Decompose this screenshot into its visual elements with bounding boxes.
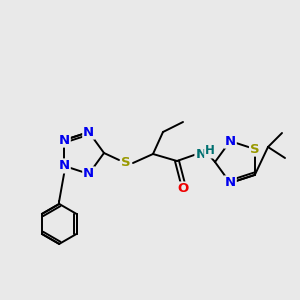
Text: N: N xyxy=(83,167,94,180)
Text: N: N xyxy=(58,134,70,147)
Text: S: S xyxy=(250,142,260,156)
Text: N: N xyxy=(83,126,94,139)
Text: S: S xyxy=(121,157,131,169)
Text: H: H xyxy=(205,145,215,158)
Text: N: N xyxy=(58,159,70,172)
Text: N: N xyxy=(195,148,207,160)
Text: N: N xyxy=(225,135,236,148)
Text: O: O xyxy=(177,182,189,196)
Text: N: N xyxy=(225,176,236,189)
